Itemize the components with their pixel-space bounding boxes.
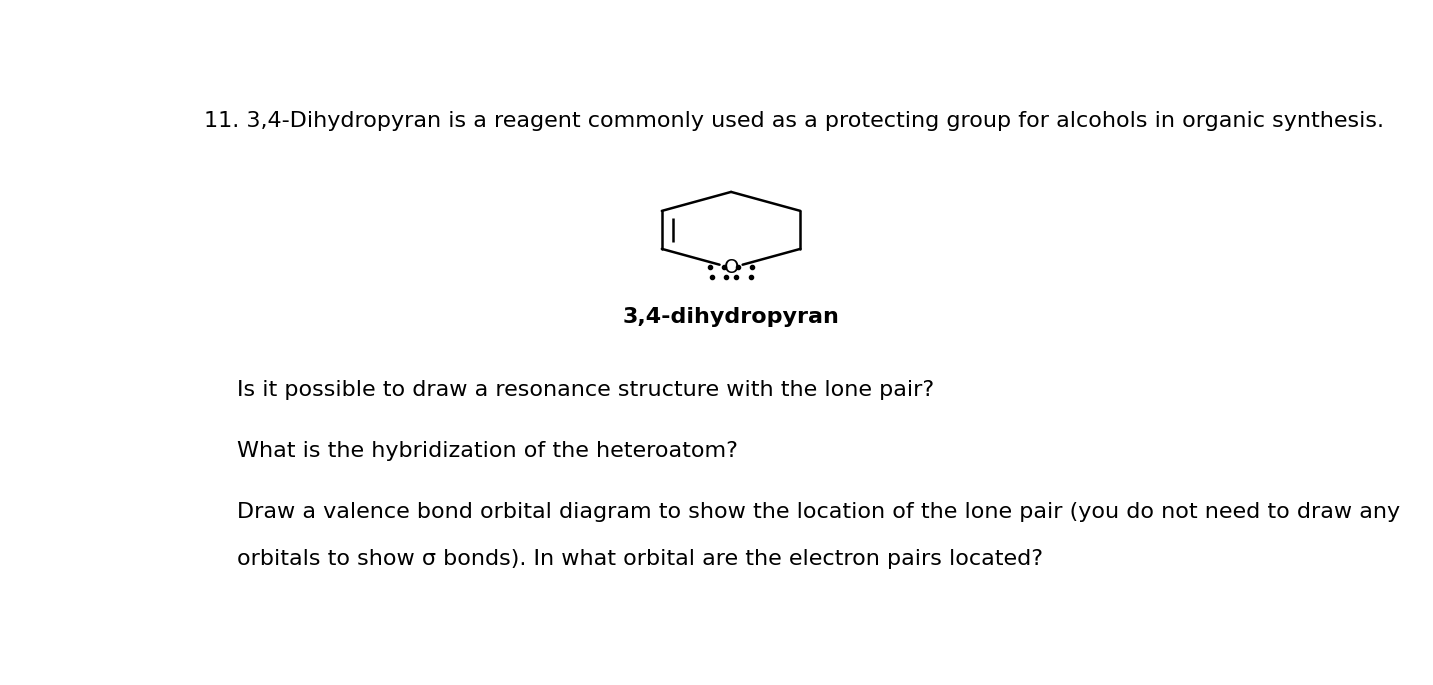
Text: Draw a valence bond orbital diagram to show the location of the lone pair (you d: Draw a valence bond orbital diagram to s… bbox=[236, 501, 1400, 521]
Text: 11. 3,4-Dihydropyran is a reagent commonly used as a protecting group for alcoho: 11. 3,4-Dihydropyran is a reagent common… bbox=[203, 111, 1383, 132]
Text: O: O bbox=[724, 258, 739, 277]
Text: 3,4-dihydropyran: 3,4-dihydropyran bbox=[623, 308, 840, 327]
Text: orbitals to show σ bonds). In what orbital are the electron pairs located?: orbitals to show σ bonds). In what orbit… bbox=[236, 549, 1043, 569]
Text: What is the hybridization of the heteroatom?: What is the hybridization of the heteroa… bbox=[236, 441, 738, 461]
Text: Is it possible to draw a resonance structure with the lone pair?: Is it possible to draw a resonance struc… bbox=[236, 380, 934, 400]
